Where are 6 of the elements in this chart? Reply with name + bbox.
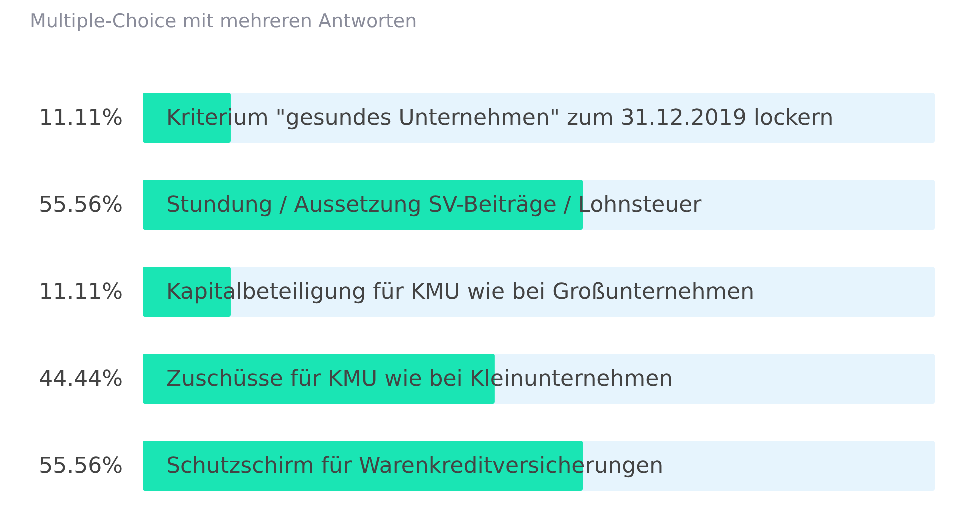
data-label: 55.56% [39,454,123,479]
chart-title: Multiple-Choice mit mehreren Antworten [30,10,418,32]
data-label: 11.11% [39,106,123,131]
data-label: 11.11% [39,280,123,305]
data-label: 44.44% [39,367,123,392]
data-label: 55.56% [39,193,123,218]
